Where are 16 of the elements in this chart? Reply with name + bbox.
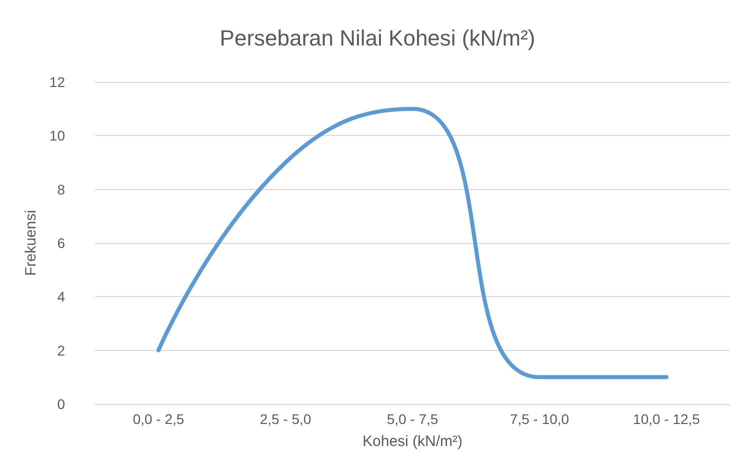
y-tick-label: 0 — [57, 396, 66, 412]
x-tick-label: 0,0 - 2,5 — [132, 411, 184, 427]
x-tick-label: 5,0 - 7,5 — [386, 411, 438, 427]
y-tick-label: 2 — [57, 342, 66, 358]
x-axis-title: Kohesi (kN/m²) — [362, 433, 463, 450]
line-series — [156, 106, 668, 380]
x-tick-label: 10,0 - 12,5 — [633, 411, 700, 427]
y-tick-label: 8 — [57, 181, 66, 198]
y-tick-label: 4 — [57, 288, 66, 305]
y-axis-title: Frekuensi — [22, 210, 40, 276]
chart-title: Persebaran Nilai Kohesi (kN/m²) — [220, 26, 536, 50]
y-tick-label: 10 — [49, 128, 66, 144]
y-tick-label: 12 — [49, 74, 66, 90]
x-tick-label: 7,5 - 10,0 — [510, 411, 570, 427]
y-tick-label: 6 — [57, 235, 66, 251]
x-tick-label: 2,5 - 5,0 — [260, 411, 312, 427]
